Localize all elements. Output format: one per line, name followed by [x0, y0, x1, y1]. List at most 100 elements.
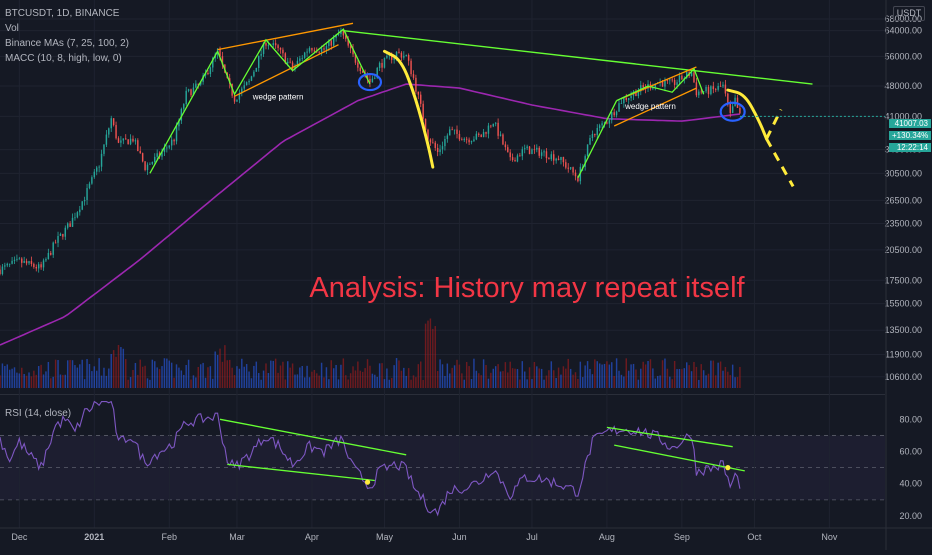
volume-bar [277, 372, 279, 388]
candle-body [66, 223, 69, 228]
volume-bar [274, 358, 277, 388]
volume-bar [4, 366, 6, 388]
volume-bar [187, 359, 190, 388]
volume-bar [364, 368, 366, 388]
volume-bar [422, 379, 424, 388]
volume-bar [589, 368, 591, 388]
candle-body [141, 153, 144, 162]
volume-bar [221, 361, 224, 388]
wedge-2-label: wedge pattern [624, 102, 676, 111]
volume-bar [47, 361, 50, 388]
volume-bar [632, 363, 635, 388]
candle-body [59, 233, 62, 236]
candle-body [274, 43, 277, 46]
candle-body [195, 83, 197, 88]
volume-bar [359, 370, 362, 388]
volume-bar [125, 359, 127, 388]
candle-body [560, 156, 562, 160]
candle-body [603, 122, 606, 124]
macc-indicator-label[interactable]: MACC (10, 8, high, low, 0) [5, 53, 122, 64]
candle-body [550, 154, 553, 160]
volume-bar [21, 367, 23, 388]
x-tick-label: 2021 [84, 532, 104, 542]
change-badge: +130.34% [889, 131, 931, 140]
candle-body [45, 259, 47, 261]
candle-body [30, 261, 33, 264]
volume-bar [400, 370, 403, 388]
candle-body [161, 151, 163, 157]
candle-body [478, 133, 480, 135]
candle-body [664, 80, 666, 87]
volume-bar [354, 370, 357, 388]
candle-body [722, 84, 724, 87]
volume-bar [11, 368, 13, 388]
currency-button[interactable]: USDT [893, 6, 925, 21]
volume-bar [33, 370, 35, 388]
volume-bar [328, 379, 330, 388]
candle-body [642, 85, 644, 88]
candle-body [98, 166, 100, 168]
volume-bar [654, 378, 657, 388]
candle-body [69, 223, 71, 227]
x-tick-label: Sep [674, 532, 690, 542]
volume-bar [103, 367, 105, 388]
volume-bar [502, 371, 504, 388]
volume-bar [598, 363, 601, 388]
projection-2-dashed-down [765, 138, 795, 188]
candle-body [519, 155, 521, 157]
volume-bar [284, 379, 287, 388]
drawing-overlays [149, 22, 885, 188]
candle-body [175, 126, 178, 142]
volume-bar [620, 374, 623, 388]
volume-bar [173, 377, 175, 388]
candle-body [420, 94, 422, 104]
volume-label[interactable]: Vol [5, 23, 19, 34]
volume-bar [352, 366, 354, 388]
volume-bar [606, 361, 608, 388]
volume-bar [461, 373, 463, 388]
volume-bar [37, 366, 40, 388]
candle-body [615, 111, 618, 116]
volume-bar [236, 366, 238, 388]
volume-bar [722, 370, 724, 388]
candle-body [192, 87, 195, 96]
ma-indicator-label[interactable]: Binance MAs (7, 25, 100, 2) [5, 38, 129, 49]
candle-body [342, 30, 345, 36]
candle-body [540, 152, 543, 156]
candle-body [509, 152, 511, 158]
volume-bar [250, 378, 253, 388]
rsi-indicator-label[interactable]: RSI (14, close) [5, 408, 72, 419]
symbol-label[interactable]: BTCUSDT, 1D, BINANCE [5, 8, 120, 19]
price-tick-label: 10600.00 [884, 372, 922, 382]
candle-body [434, 142, 436, 148]
volume-bar [137, 374, 139, 388]
volume-bar [434, 326, 436, 388]
volume-bar [644, 364, 647, 388]
x-tick-label: Nov [821, 532, 838, 542]
volume-bar [531, 379, 533, 388]
highlight-circle-1 [357, 72, 383, 92]
volume-bar [439, 359, 441, 388]
volume-bar [325, 367, 328, 388]
candle-body [403, 55, 405, 58]
candle-body [739, 107, 741, 114]
candle-body [731, 106, 734, 113]
price-tick-label: 13500.00 [884, 325, 922, 335]
volume-bar [603, 363, 606, 388]
candle-body [197, 83, 200, 85]
candle-body [289, 61, 291, 63]
candle-body [376, 67, 378, 78]
candle-body [666, 80, 669, 81]
candle-body [1, 266, 4, 274]
volume-bar [683, 368, 686, 388]
volume-bar [388, 379, 391, 388]
candle-body [480, 134, 482, 138]
volume-bar [122, 348, 125, 388]
x-tick-label: Dec [11, 532, 28, 542]
candle-body [453, 129, 456, 131]
candle-body [521, 149, 524, 157]
candle-body [654, 83, 657, 88]
candle-body [497, 122, 499, 136]
candle-body [35, 266, 37, 269]
